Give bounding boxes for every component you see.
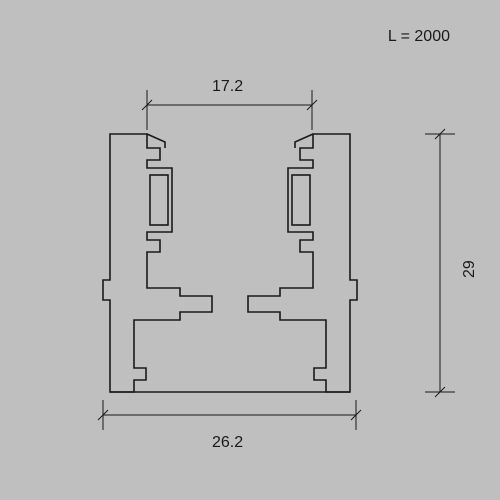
top-dimension (142, 90, 317, 130)
bottom-width-label: 26.2 (212, 434, 243, 452)
drawing-stage: L = 2000 17.2 26.2 29 (0, 0, 500, 500)
height-label: 29 (461, 260, 479, 278)
length-label: L = 2000 (388, 28, 450, 46)
height-dimension (425, 129, 455, 397)
bottom-dimension (98, 400, 361, 430)
profile-cross-section (103, 134, 357, 392)
top-width-label: 17.2 (212, 78, 243, 96)
drawing-svg (0, 0, 500, 500)
